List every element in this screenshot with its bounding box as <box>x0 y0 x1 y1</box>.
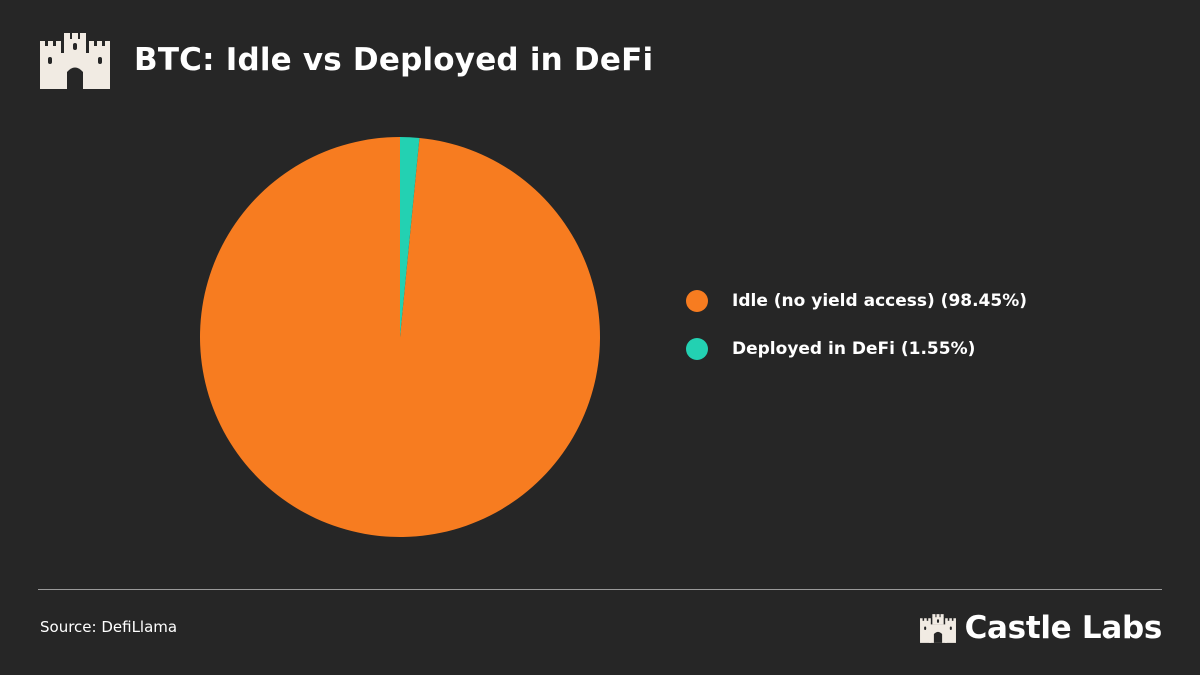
pie-slice-idle <box>199 137 600 537</box>
legend-label-idle: Idle (no yield access) (98.45%) <box>732 291 1028 311</box>
castle-icon <box>40 33 110 89</box>
chart-legend: Idle (no yield access) (98.45%) Deployed… <box>686 286 1027 382</box>
source-note: Source: DefiLlama <box>40 618 178 636</box>
legend-item-deployed: Deployed in DeFi (1.55%) <box>686 334 1027 364</box>
brand-name: Castle Labs <box>964 610 1163 646</box>
castle-icon <box>919 614 956 643</box>
pie-slice-deployed <box>400 137 420 337</box>
legend-label-deployed: Deployed in DeFi (1.55%) <box>732 339 976 359</box>
brand-logo: Castle Labs <box>919 610 1162 646</box>
legend-item-idle: Idle (no yield access) (98.45%) <box>686 286 1027 316</box>
legend-swatch-deployed <box>686 338 708 360</box>
legend-swatch-idle <box>686 290 708 312</box>
header: BTC: Idle vs Deployed in DeFi <box>38 30 653 90</box>
page-title: BTC: Idle vs Deployed in DeFi <box>134 42 654 78</box>
footer-divider <box>38 589 1162 590</box>
